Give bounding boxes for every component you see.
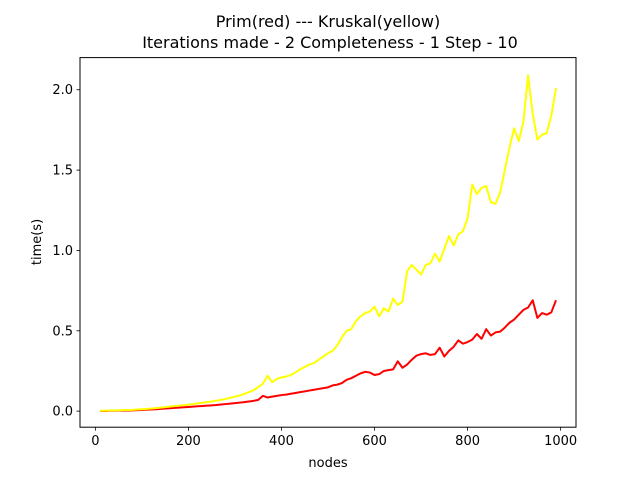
x-axis-label: nodes	[308, 456, 347, 471]
y-tick-label: 2.0	[52, 83, 73, 98]
x-tick-label: 600	[362, 434, 387, 449]
y-tick-label: 0.5	[52, 324, 73, 339]
x-tick-label: 0	[91, 434, 99, 449]
x-tick-label: 200	[176, 434, 201, 449]
y-tick-label: 0.0	[52, 405, 73, 420]
y-tick-label: 1.0	[52, 244, 73, 259]
x-tick-label: 800	[455, 434, 480, 449]
y-axis-label: time(s)	[30, 219, 45, 265]
y-tick-label: 1.5	[52, 164, 73, 179]
x-tick-label: 400	[269, 434, 294, 449]
chart-title-line1: Prim(red) --- Kruskal(yellow)	[216, 12, 441, 31]
x-tick-label: 1000	[544, 434, 577, 449]
chart-title-line2: Iterations made - 2 Completeness - 1 Ste…	[142, 33, 518, 52]
